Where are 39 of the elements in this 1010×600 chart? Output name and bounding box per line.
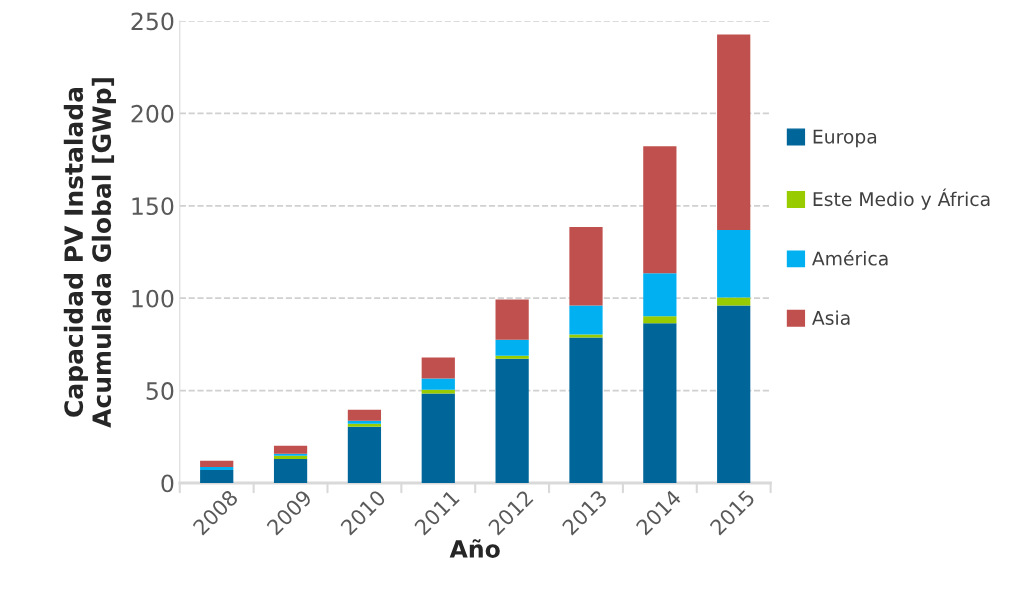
legend-label: Este Medio y África bbox=[813, 188, 990, 210]
bar bbox=[200, 466, 234, 470]
bar bbox=[273, 458, 308, 483]
bar bbox=[717, 305, 751, 483]
legend-label: Asia bbox=[812, 310, 850, 325]
bar bbox=[717, 34, 751, 231]
bar bbox=[421, 393, 455, 483]
y-tick-label: 150 bbox=[132, 197, 174, 216]
bar bbox=[569, 305, 603, 335]
y-tick-label: 200 bbox=[131, 104, 174, 123]
bar bbox=[569, 337, 603, 483]
legend-label: Europa bbox=[813, 129, 877, 148]
bar bbox=[421, 357, 455, 379]
y-tick-label: 100 bbox=[132, 289, 174, 308]
bar bbox=[421, 389, 455, 394]
bar bbox=[347, 426, 382, 483]
y-tick-label: 0 bbox=[161, 474, 174, 493]
bar bbox=[643, 316, 677, 324]
bar bbox=[717, 230, 751, 298]
bar bbox=[200, 460, 234, 467]
bar bbox=[495, 339, 529, 356]
bar bbox=[717, 297, 751, 306]
bar bbox=[200, 469, 234, 483]
y-tick-label: 50 bbox=[146, 382, 174, 400]
legend-label: América bbox=[812, 250, 888, 266]
bar bbox=[495, 358, 529, 483]
bar bbox=[643, 323, 677, 483]
x-axis-title: Año bbox=[449, 539, 500, 558]
bar bbox=[495, 355, 529, 359]
bar bbox=[569, 227, 603, 306]
y-tick-label: 250 bbox=[131, 12, 174, 31]
bar bbox=[495, 299, 529, 340]
bar bbox=[569, 334, 603, 338]
bar bbox=[643, 273, 677, 317]
bar bbox=[273, 445, 308, 454]
bar bbox=[643, 146, 677, 274]
bar bbox=[421, 378, 455, 390]
y-axis-title: Capacidad PV Instalada Acumulada Global [GWp] bbox=[63, 78, 116, 428]
bar bbox=[347, 409, 382, 421]
